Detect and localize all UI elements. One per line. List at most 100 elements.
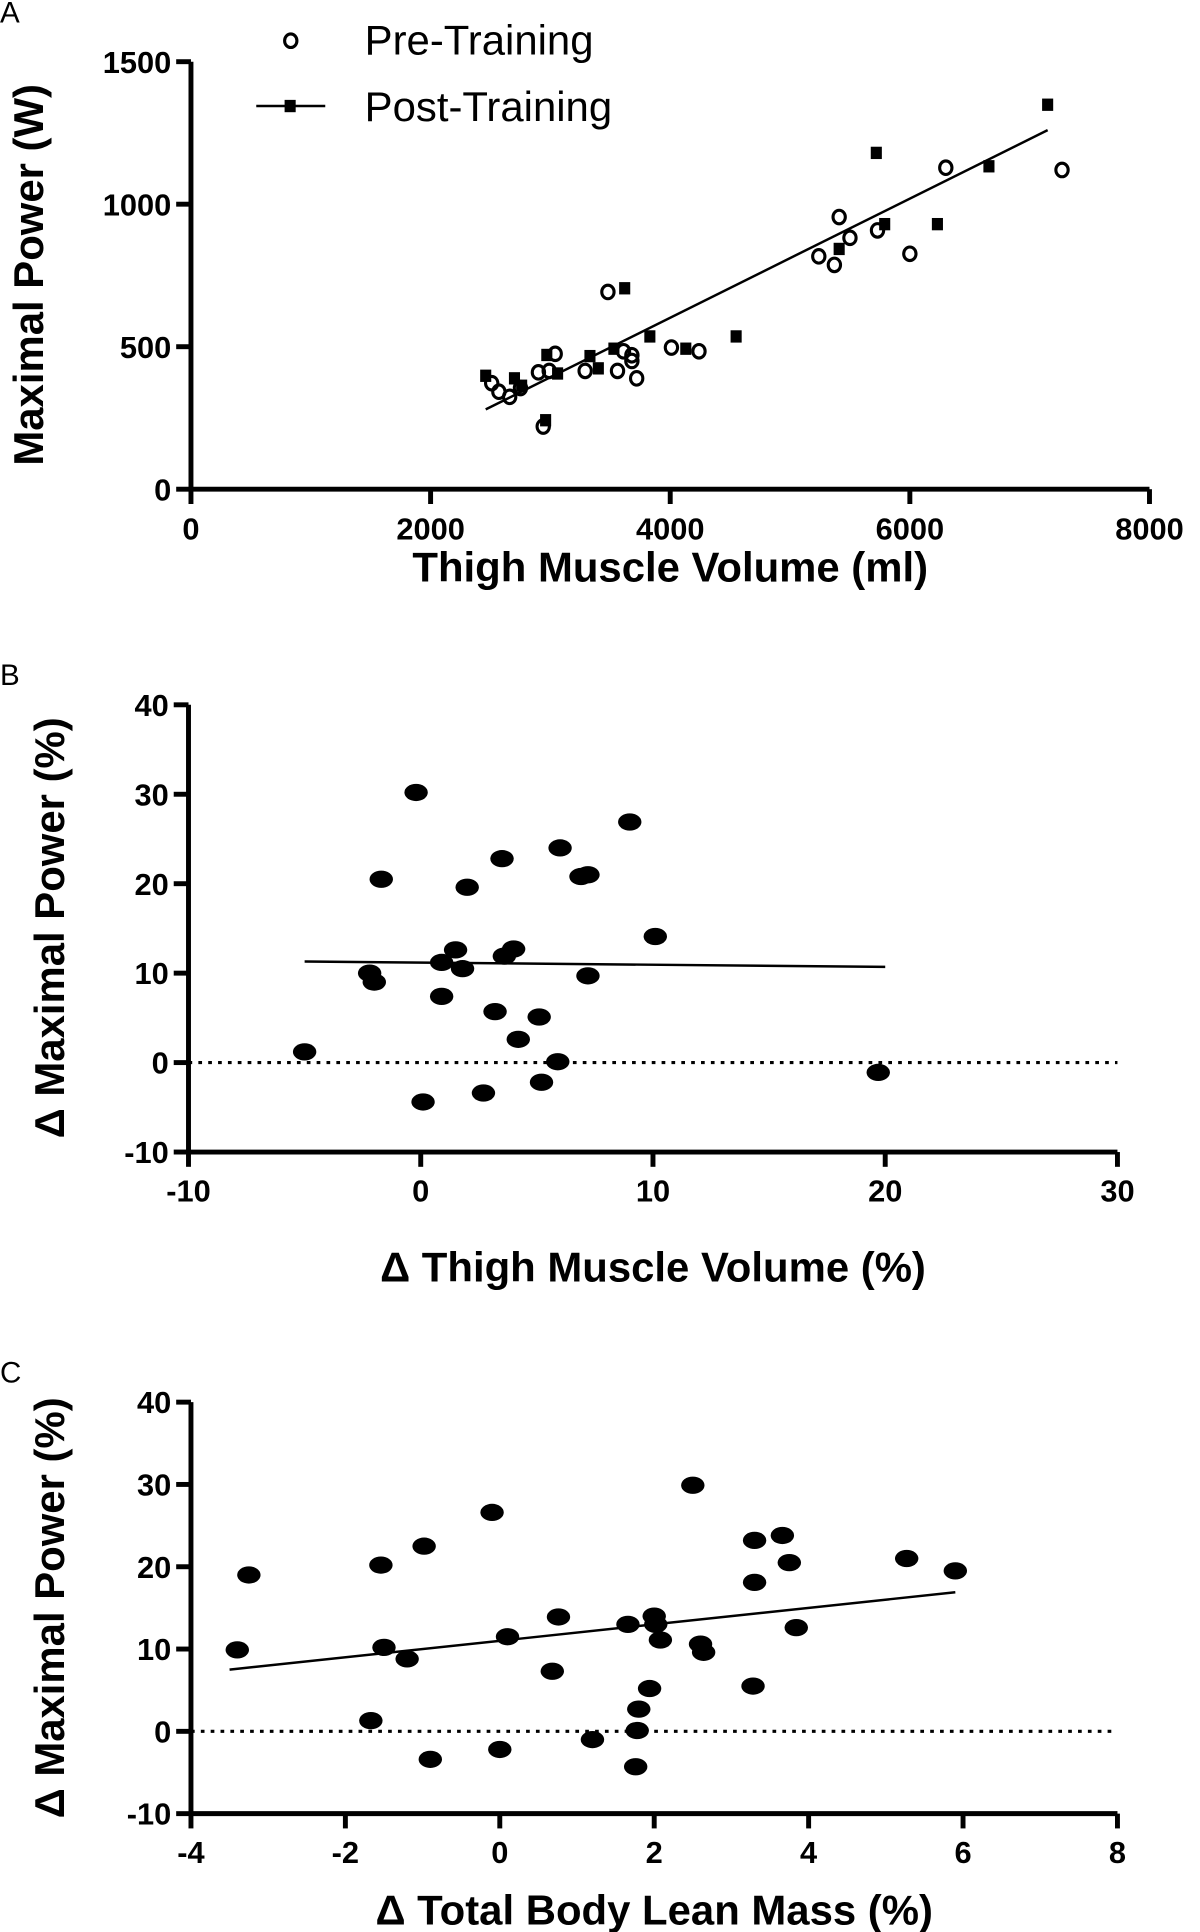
data-point xyxy=(580,1730,605,1749)
x-tick-label: 6000 xyxy=(876,512,945,547)
data-point xyxy=(548,839,572,857)
post-training-point xyxy=(644,330,656,343)
post-training-point xyxy=(540,414,552,427)
data-point xyxy=(225,1641,249,1659)
regression-line xyxy=(304,960,886,969)
x-tick-label: 8000 xyxy=(1115,512,1184,547)
post-training-point xyxy=(680,342,692,355)
pre-training-point xyxy=(811,248,827,265)
pre-training-point xyxy=(577,362,593,380)
data-point xyxy=(741,1677,765,1695)
post-training-point xyxy=(1042,98,1054,111)
legend-pre-label: Pre-Training xyxy=(365,16,594,63)
data-point xyxy=(576,866,600,884)
data-point xyxy=(742,1573,767,1592)
x-tick-label: -4 xyxy=(177,1835,204,1870)
y-tick-label: 1000 xyxy=(103,187,172,222)
data-point xyxy=(369,1556,393,1574)
pre-training-point xyxy=(831,208,847,226)
data-point xyxy=(691,1643,716,1661)
y-tick-label: 10 xyxy=(137,1632,171,1667)
data-point xyxy=(369,870,393,888)
data-point xyxy=(506,1030,530,1048)
data-point xyxy=(576,967,600,985)
y-tick-label: 0 xyxy=(152,1046,169,1081)
x-axis-title: Δ Total Body Lean Mass (%) xyxy=(375,1887,932,1932)
pre-training-point xyxy=(624,352,640,370)
pre-training-point xyxy=(1054,161,1070,179)
post-training-point xyxy=(584,349,596,363)
data-point xyxy=(546,1053,570,1071)
x-tick-label: -2 xyxy=(332,1835,359,1870)
data-point xyxy=(623,1758,648,1776)
x-tick-label: 6 xyxy=(954,1835,971,1870)
x-tick-label: 4000 xyxy=(636,512,705,547)
x-tick-label: 30 xyxy=(1100,1173,1134,1208)
data-point xyxy=(480,1503,504,1522)
post-training-point xyxy=(552,367,564,380)
data-point xyxy=(429,953,454,972)
y-tick-label: 20 xyxy=(137,1550,171,1585)
x-axis-title: Thigh Muscle Volume (ml) xyxy=(412,544,928,591)
pre-training-point xyxy=(624,346,640,364)
pre-training-point xyxy=(869,222,886,239)
x-tick-label: 8 xyxy=(1109,1835,1126,1870)
pre-training-point xyxy=(663,339,680,356)
y-tick-label: -10 xyxy=(127,1797,172,1832)
panel-label: B xyxy=(0,659,20,692)
data-point xyxy=(618,813,642,831)
post-training-point xyxy=(833,242,845,256)
post-training-point xyxy=(516,379,528,392)
data-point xyxy=(490,850,514,868)
legend-pre-marker xyxy=(283,32,299,50)
post-training-point xyxy=(870,146,882,160)
y-axis-title: Δ Maximal Power (%) xyxy=(26,1397,73,1818)
post-training-point xyxy=(480,369,492,382)
data-point xyxy=(471,1084,496,1102)
post-training-point xyxy=(592,362,604,375)
data-point xyxy=(866,1063,890,1082)
data-point xyxy=(637,1679,662,1698)
data-point xyxy=(404,783,428,802)
regression-line xyxy=(229,1591,956,1671)
post-training-point xyxy=(983,160,995,173)
pre-training-point xyxy=(609,362,626,380)
data-point xyxy=(648,1631,673,1649)
data-point xyxy=(643,927,668,946)
x-axis-title: Δ Thigh Muscle Volume (%) xyxy=(380,1243,926,1290)
x-tick-label: 0 xyxy=(182,512,199,547)
y-axis-title: Maximal Power (W) xyxy=(5,84,52,466)
data-point xyxy=(627,1700,651,1718)
x-tick-label: 4 xyxy=(800,1835,817,1870)
data-point xyxy=(483,1002,507,1021)
data-point xyxy=(546,1608,571,1626)
data-point xyxy=(237,1566,261,1584)
y-tick-label: 20 xyxy=(135,867,169,902)
data-point xyxy=(395,1650,419,1668)
data-point xyxy=(540,1662,564,1680)
x-tick-label: 2 xyxy=(646,1835,663,1870)
data-point xyxy=(372,1638,396,1657)
x-tick-label: 0 xyxy=(491,1835,508,1870)
pre-training-point xyxy=(600,283,616,301)
data-point xyxy=(529,1073,554,1091)
data-point xyxy=(443,941,468,959)
data-point xyxy=(501,940,526,958)
y-tick-label: 1500 xyxy=(103,45,172,80)
y-tick-label: 30 xyxy=(137,1468,171,1503)
y-axis-title: Δ Maximal Power (%) xyxy=(26,717,73,1138)
pre-training-point xyxy=(902,245,918,263)
post-training-point xyxy=(608,342,620,355)
data-point xyxy=(681,1476,705,1494)
data-point xyxy=(770,1526,795,1545)
post-training-point xyxy=(541,348,553,362)
data-point xyxy=(742,1531,767,1550)
y-tick-label: 10 xyxy=(135,956,169,991)
data-point xyxy=(644,1615,668,1633)
y-tick-label: 30 xyxy=(135,777,169,812)
legend-post-label: Post-Training xyxy=(365,83,612,130)
pre-training-point xyxy=(842,229,858,247)
data-point xyxy=(411,1093,435,1111)
data-point xyxy=(527,1008,551,1026)
